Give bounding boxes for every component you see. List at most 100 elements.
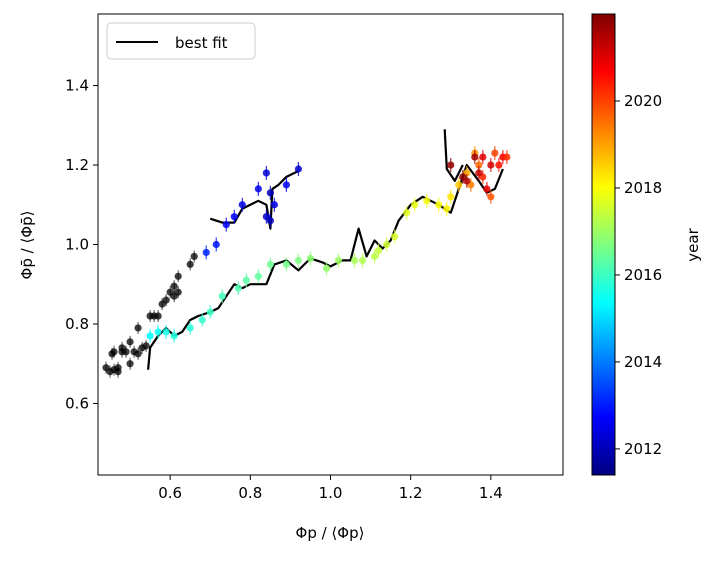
colorbar-tick-label: 2014 [624,353,662,371]
x-tick-label: 1.2 [399,484,423,502]
data-point [222,221,230,229]
data-point [495,161,503,169]
x-tick-label: 1.0 [319,484,343,502]
plot-area [97,13,564,476]
data-point [218,292,226,300]
x-axis-label: Φp / ⟨Φp⟩ [296,524,365,542]
data-point [370,252,379,261]
data-point-black [190,252,198,261]
data-point [266,260,274,268]
colorbar-tick-label: 2016 [624,266,662,284]
data-point [443,205,451,213]
data-point [479,153,487,161]
data-point [154,328,162,336]
data-point [375,246,383,255]
data-point-black [114,364,122,372]
data-points [102,146,511,378]
data-point [234,284,242,292]
colorbar-gradient [591,13,616,476]
data-point [162,328,170,336]
data-point [435,201,443,209]
data-point-black [170,292,178,300]
data-point [146,332,154,340]
data-point-black [134,324,142,332]
colorbar-label: year [684,227,702,261]
data-point [212,240,220,249]
colorbar-tick-label: 2012 [624,440,662,458]
data-point [202,248,210,257]
data-point-black [142,342,150,350]
data-point [238,201,246,209]
data-point [358,256,367,264]
data-point [254,272,262,280]
data-point [447,193,455,201]
y-tick-label: 0.8 [65,315,89,333]
data-point [262,169,270,177]
data-point-black [108,350,116,358]
data-point [350,256,359,264]
y-tick-label: 1.2 [65,156,89,174]
data-point [230,213,238,221]
data-point-black [122,348,130,356]
data-point [306,254,315,263]
data-point [270,201,278,209]
data-point [282,181,291,189]
data-point [170,332,178,340]
x-tick-label: 1.4 [479,484,503,502]
data-point [294,165,303,173]
legend: best fit [106,22,256,60]
y-tick-label: 1.4 [65,77,89,95]
data-point [266,189,274,197]
data-point [411,201,419,209]
x-tick-label: 0.6 [158,484,182,502]
x-tick-label: 0.8 [238,484,262,502]
data-point-black [170,282,178,290]
data-point [447,161,455,169]
data-point [483,185,491,193]
y-tick-label: 1.0 [65,236,89,254]
data-point [475,161,483,169]
data-point [487,161,495,169]
best-fit-line [443,129,464,182]
data-point [254,185,262,193]
data-point [455,181,463,189]
data-point-black [134,350,142,358]
data-point [487,193,495,201]
data-point [503,153,511,161]
data-point [206,308,214,316]
y-axis-label: Φp̄ / ⟨Φp̄⟩ [18,211,36,280]
data-point-black [162,296,170,304]
data-point [266,217,274,225]
data-point-black [126,338,134,346]
data-point [403,209,411,217]
data-point [491,149,499,157]
legend-label-best-fit: best fit [175,34,228,52]
colorbar-tick-label: 2018 [624,179,662,197]
data-point [471,153,479,161]
x-axis-ticks: 0.6 0.8 1.0 1.2 1.4 [158,475,503,502]
data-point-black [174,272,182,280]
data-point [242,276,250,284]
data-point [186,324,194,332]
data-point [198,316,206,324]
colorbar-tick-label: 2020 [624,92,662,110]
data-point [475,169,483,177]
best-fit-line [209,170,299,230]
data-point-black [154,312,162,320]
data-point [282,260,291,268]
colorbar: 2012 2014 2016 2018 2020 year [591,13,702,476]
data-point [423,197,431,205]
data-point-black [186,260,194,268]
data-point [459,173,467,181]
data-point [322,264,331,272]
colorbar-ticks: 2012 2014 2016 2018 2020 [615,92,662,458]
data-point [294,256,303,264]
data-point [383,240,391,249]
data-point [391,232,399,241]
y-tick-label: 0.6 [65,394,89,412]
data-point-black [126,360,134,368]
y-axis-ticks: 0.6 0.8 1.0 1.2 1.4 [65,77,98,412]
data-point [334,256,343,264]
legend-box [106,22,256,60]
